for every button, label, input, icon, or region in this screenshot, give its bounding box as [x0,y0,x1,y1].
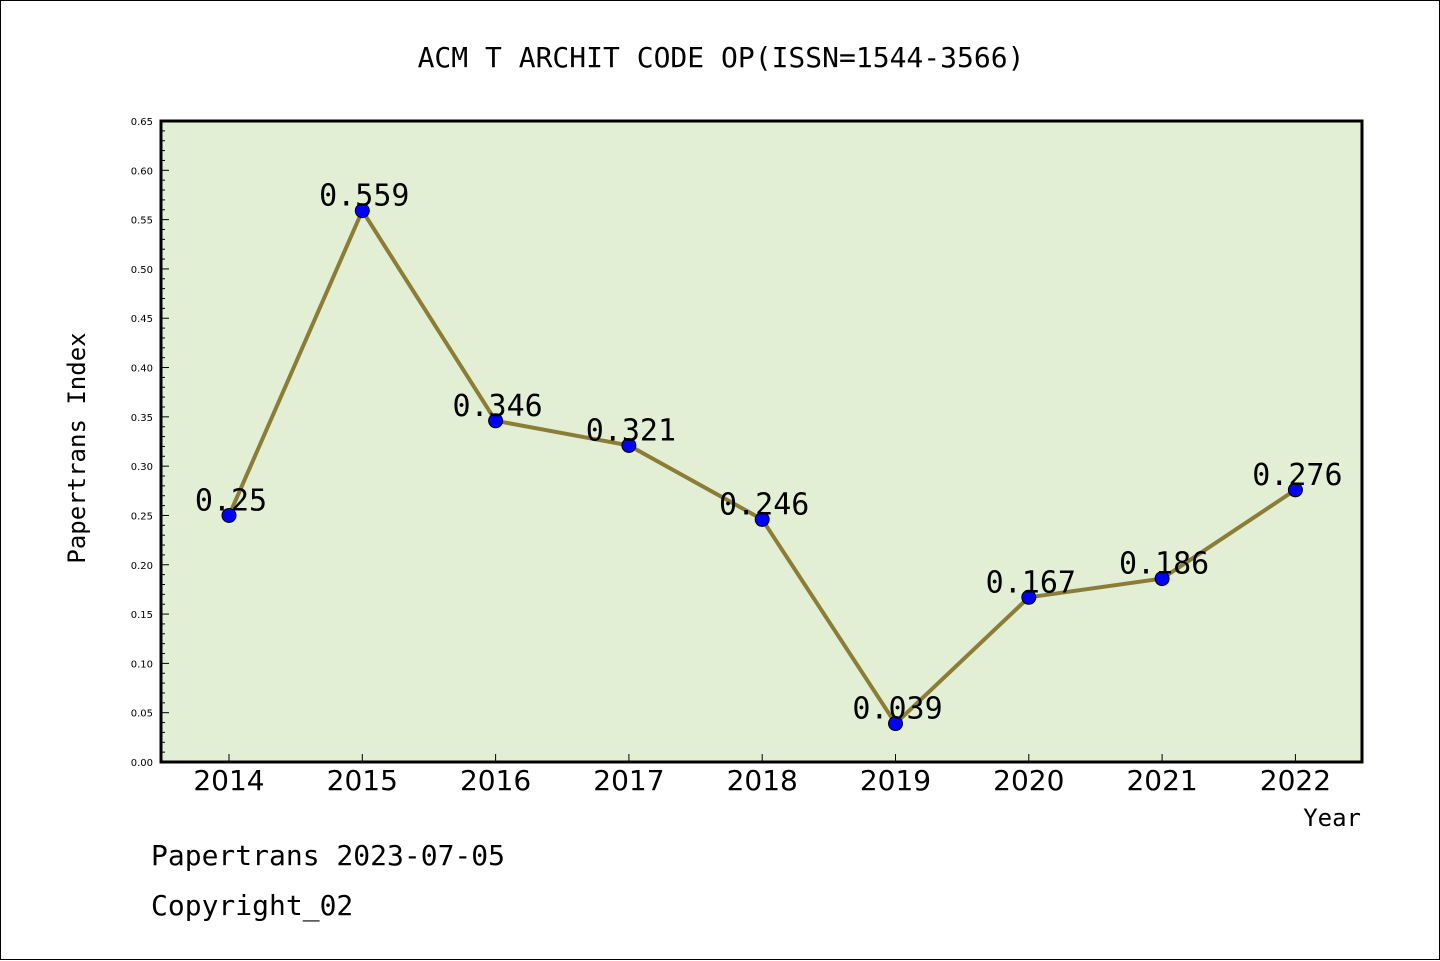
data-label: 0.25 [195,483,267,518]
data-point [488,413,504,429]
footer-copyright: Copyright_02 [151,889,353,923]
y-tick-label: 0.35 [131,413,153,424]
y-tick-label: 0.45 [131,314,153,325]
chart-title: ACM T ARCHIT CODE OP(ISSN=1544-3566) [418,41,1025,74]
y-tick-label: 0.20 [131,561,153,572]
data-point [1021,589,1037,605]
x-axis-label: Year [1303,804,1361,832]
data-labels: 0.25 0.559 0.346 0.321 0.246 0.039 0.167 0.186 0… [195,179,1343,727]
data-point [1154,571,1170,587]
data-label: 0.346 [452,389,542,424]
y-axis: 0.00 0.05 0.10 0.15 0.20 0.25 0.30 0.35 0.40 0.45… [131,117,169,769]
y-tick-label: 0.15 [131,610,153,621]
y-tick-label: 0.00 [131,758,153,769]
y-tick-label: 0.40 [131,364,153,375]
data-label: 0.039 [852,692,942,727]
x-axis: 2014 2015 2016 2017 2018 2019 2020 2021 2022 [193,754,1331,797]
y-tick-label: 0.25 [131,511,153,522]
x-tick-label: 2016 [460,764,531,797]
x-tick-label: 2018 [727,764,798,797]
series-markers [221,203,1303,732]
x-tick-label: 2017 [593,764,664,797]
data-label: 0.321 [586,413,676,448]
plot-area [161,121,1362,762]
x-tick-label: 2022 [1260,764,1331,797]
data-point [354,203,370,219]
data-label: 0.186 [1119,547,1209,582]
data-label: 0.167 [986,565,1076,600]
x-tick-label: 2020 [993,764,1064,797]
data-label: 0.559 [319,179,409,214]
y-axis-label: Papertrans Index [63,332,91,563]
data-point [221,507,237,523]
x-tick-label: 2019 [860,764,931,797]
y-tick-label: 0.05 [131,709,153,720]
y-tick-label: 0.50 [131,265,153,276]
data-label: 0.276 [1252,458,1342,493]
data-point [1287,482,1303,498]
x-tick-label: 2015 [327,764,398,797]
y-tick-label: 0.55 [131,216,153,227]
data-point [754,511,770,527]
data-point [621,437,637,453]
plot-border [159,119,1364,764]
x-tick-label: 2014 [193,764,264,797]
y-tick-label: 0.65 [131,117,153,128]
footer-date: Papertrans 2023-07-05 [151,839,505,872]
y-tick-label: 0.10 [131,659,153,670]
data-label: 0.246 [719,487,809,522]
y-tick-label: 0.30 [131,462,153,473]
x-tick-label: 2021 [1126,764,1197,797]
data-point [888,716,903,732]
y-tick-label: 0.60 [131,166,153,177]
